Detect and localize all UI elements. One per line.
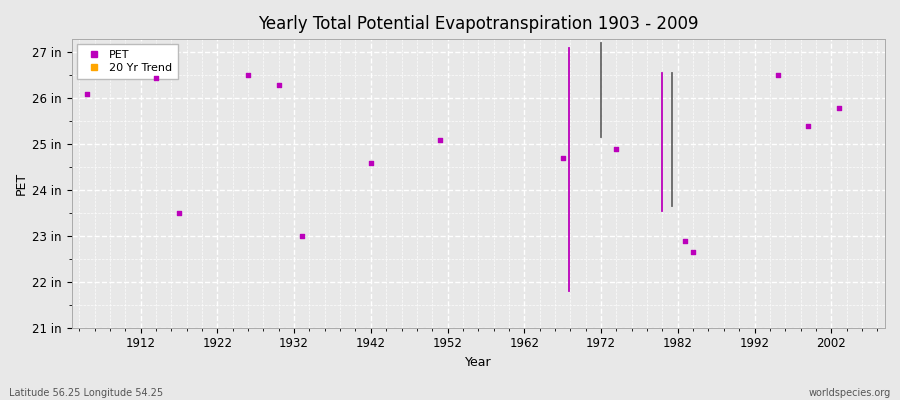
X-axis label: Year: Year bbox=[465, 356, 491, 369]
Point bbox=[364, 159, 378, 166]
Text: Latitude 56.25 Longitude 54.25: Latitude 56.25 Longitude 54.25 bbox=[9, 388, 163, 398]
Text: worldspecies.org: worldspecies.org bbox=[809, 388, 891, 398]
Point bbox=[686, 249, 700, 255]
Point bbox=[433, 136, 447, 143]
Point bbox=[172, 210, 186, 216]
Point bbox=[555, 155, 570, 161]
Legend: PET, 20 Yr Trend: PET, 20 Yr Trend bbox=[77, 44, 178, 79]
Point bbox=[294, 233, 309, 239]
Point bbox=[241, 72, 256, 79]
Point bbox=[609, 146, 624, 152]
Point bbox=[272, 81, 286, 88]
Title: Yearly Total Potential Evapotranspiration 1903 - 2009: Yearly Total Potential Evapotranspiratio… bbox=[258, 15, 698, 33]
Point bbox=[80, 90, 94, 97]
Point bbox=[148, 74, 163, 81]
Y-axis label: PET: PET bbox=[15, 172, 28, 195]
Point bbox=[801, 123, 815, 129]
Point bbox=[832, 104, 846, 111]
Point bbox=[770, 72, 785, 79]
Point bbox=[679, 237, 693, 244]
